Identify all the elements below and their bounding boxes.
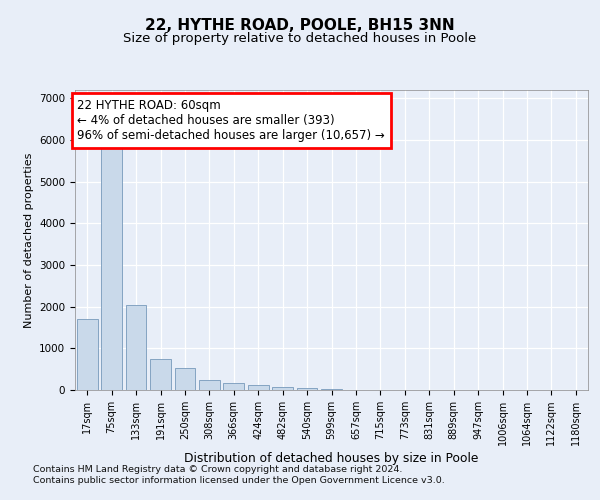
- Bar: [125, 304, 146, 390]
- Bar: [101, 148, 122, 390]
- Bar: [272, 387, 293, 390]
- Y-axis label: Number of detached properties: Number of detached properties: [23, 152, 34, 328]
- Bar: [150, 359, 171, 390]
- Bar: [199, 380, 220, 390]
- Text: Contains public sector information licensed under the Open Government Licence v3: Contains public sector information licen…: [33, 476, 445, 485]
- Text: Size of property relative to detached houses in Poole: Size of property relative to detached ho…: [124, 32, 476, 45]
- Text: 22, HYTHE ROAD, POOLE, BH15 3NN: 22, HYTHE ROAD, POOLE, BH15 3NN: [145, 18, 455, 32]
- Bar: [248, 385, 269, 390]
- X-axis label: Distribution of detached houses by size in Poole: Distribution of detached houses by size …: [184, 452, 479, 465]
- Bar: [321, 388, 342, 390]
- Bar: [296, 388, 317, 390]
- Text: 22 HYTHE ROAD: 60sqm
← 4% of detached houses are smaller (393)
96% of semi-detac: 22 HYTHE ROAD: 60sqm ← 4% of detached ho…: [77, 99, 385, 142]
- Bar: [77, 319, 98, 390]
- Bar: [223, 382, 244, 390]
- Bar: [175, 368, 196, 390]
- Text: Contains HM Land Registry data © Crown copyright and database right 2024.: Contains HM Land Registry data © Crown c…: [33, 465, 403, 474]
